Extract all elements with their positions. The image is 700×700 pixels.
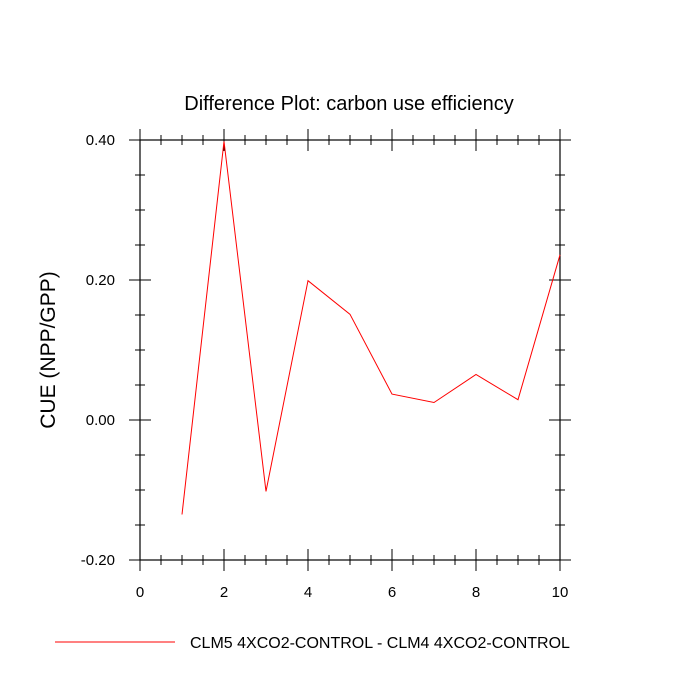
x-tick-label: 8 — [472, 584, 480, 601]
y-axis-label: CUE (NPP/GPP) — [37, 271, 60, 429]
chart-title: Difference Plot: carbon use efficiency — [184, 93, 513, 115]
y-tick-label: 0.40 — [86, 132, 115, 149]
x-tick-label: 4 — [304, 584, 312, 601]
legend: CLM5 4XCO2-CONTROL - CLM4 4XCO2-CONTROL — [55, 635, 570, 652]
y-tick-label: -0.20 — [81, 552, 115, 569]
legend-label: CLM5 4XCO2-CONTROL - CLM4 4XCO2-CONTROL — [190, 635, 570, 652]
plot-frame — [139, 139, 561, 561]
x-tick-label: 10 — [552, 584, 569, 601]
x-tick-label: 0 — [136, 584, 144, 601]
x-tick-label: 6 — [388, 584, 396, 601]
axis-ticks — [129, 129, 571, 571]
y-axis-tick-labels: -0.20 0.00 0.20 0.40 — [81, 132, 115, 569]
series-layer — [181, 141, 561, 515]
series-line-0 — [181, 141, 561, 515]
y-tick-label: 0.00 — [86, 412, 115, 429]
x-axis-tick-labels: 0 2 4 6 8 10 — [136, 584, 569, 601]
x-tick-label: 2 — [220, 584, 228, 601]
y-tick-label: 0.20 — [86, 272, 115, 289]
